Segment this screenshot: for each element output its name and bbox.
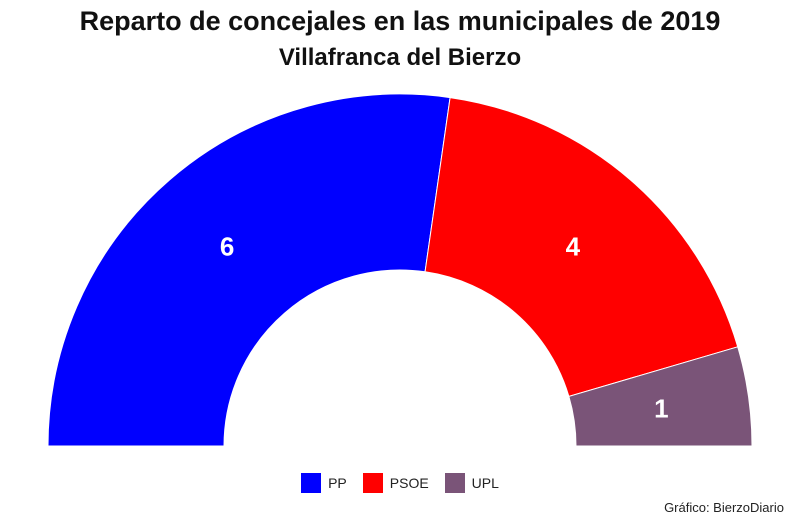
chart-subtitle: Villafranca del Bierzo bbox=[278, 44, 522, 71]
source-credit: Gráfico: BierzoDiario bbox=[664, 500, 784, 515]
data-label-psoe: 4 bbox=[566, 231, 581, 261]
legend-label-upl: UPL bbox=[471, 475, 499, 491]
legend-item-upl: UPL bbox=[444, 473, 499, 493]
legend-item-pp: PP bbox=[301, 473, 347, 493]
legend-swatch-upl bbox=[444, 473, 465, 493]
chart-title: Reparto de concejales en las municipales… bbox=[79, 6, 721, 36]
legend-label-psoe: PSOE bbox=[389, 475, 429, 491]
legend-item-psoe: PSOE bbox=[362, 473, 429, 493]
slice-upl bbox=[568, 346, 753, 447]
slice-pp bbox=[47, 93, 451, 447]
slice-psoe bbox=[424, 97, 739, 398]
legend-swatch-psoe bbox=[362, 473, 383, 493]
chart-legend: PP PSOE UPL bbox=[0, 473, 800, 493]
data-label-pp: 6 bbox=[220, 231, 234, 261]
legend-label-pp: PP bbox=[328, 475, 347, 491]
legend-swatch-pp bbox=[301, 473, 322, 493]
data-label-upl: 1 bbox=[654, 393, 668, 423]
